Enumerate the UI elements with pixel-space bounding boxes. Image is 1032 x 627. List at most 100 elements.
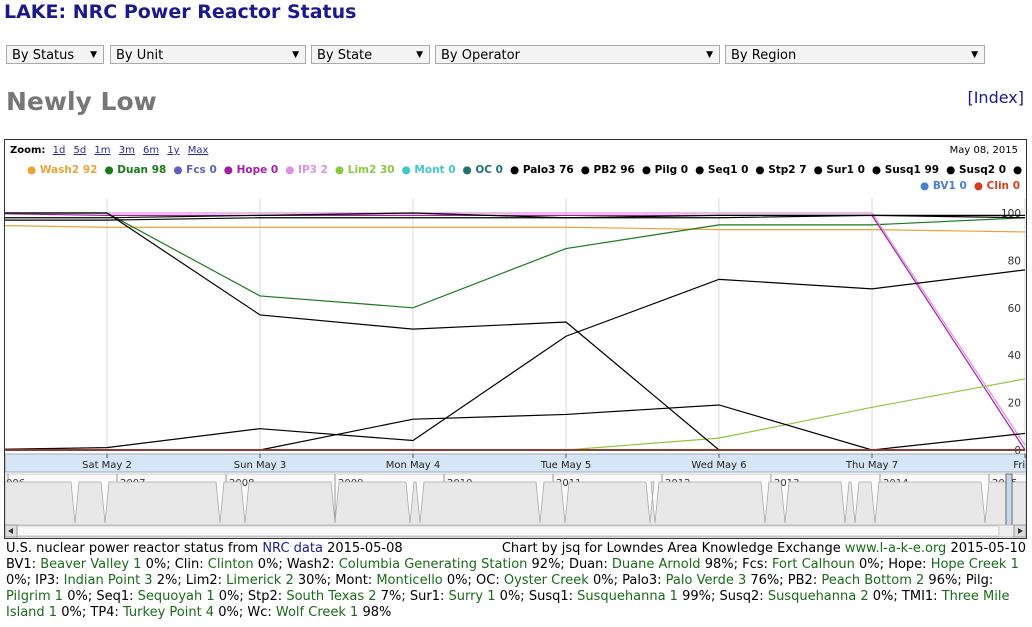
- series-line-ip3[interactable]: [5, 212, 1026, 446]
- unit-link[interactable]: Duane Arnold: [611, 557, 701, 572]
- unit-link[interactable]: Three Mile Island 1: [6, 589, 1010, 620]
- unit-link[interactable]: Fort Calhoun: [772, 557, 855, 572]
- legend-value: 99: [924, 164, 940, 176]
- navigator-year-label: 2008: [229, 478, 254, 489]
- unit-percent: 76%;: [746, 573, 788, 588]
- nrc-data-link[interactable]: NRC data: [262, 541, 323, 556]
- unit-link[interactable]: Susquehanna 1: [577, 589, 678, 604]
- bullet-icon: ●: [173, 164, 187, 176]
- unit-link[interactable]: Sequoyah 1: [137, 589, 215, 604]
- zoom-max[interactable]: Max: [187, 145, 209, 156]
- legend-label: Mont: [414, 164, 445, 176]
- unit-link[interactable]: Hope Creek 1: [930, 557, 1019, 572]
- unit-code: Wc:: [247, 605, 276, 620]
- y-tick-label: 20: [1008, 398, 1021, 410]
- series-line-pb2[interactable]: [5, 212, 720, 451]
- legend-value: 0: [741, 164, 749, 176]
- unit-link[interactable]: Columbia Generating Station: [338, 557, 528, 572]
- state-select[interactable]: By State ▼: [311, 45, 430, 64]
- bullet-icon: ●: [946, 164, 959, 176]
- unit-link[interactable]: Clinton: [207, 557, 254, 572]
- legend-label: Seq1: [707, 164, 738, 176]
- unit-link[interactable]: Monticello: [376, 573, 443, 588]
- legend-label: IP3: [298, 164, 317, 176]
- legend-item-hope[interactable]: ● Hope 0: [224, 164, 278, 176]
- unit-link[interactable]: Palo Verde 3: [665, 573, 747, 588]
- unit-code: TP4:: [90, 605, 123, 620]
- unit-link[interactable]: South Texas 2: [286, 589, 377, 604]
- unit-link[interactable]: Pilgrim 1: [6, 589, 64, 604]
- legend-value: 0: [1012, 180, 1020, 192]
- unit-link[interactable]: Wolf Creek 1: [275, 605, 359, 620]
- scrollbar-thumb[interactable]: [16, 525, 1000, 537]
- series-line-palo3[interactable]: [5, 269, 1026, 450]
- operator-select[interactable]: By Operator ▼: [435, 45, 720, 64]
- legend-item-susq2[interactable]: ● Susq2 0: [946, 164, 1006, 176]
- chevron-down-icon: ▼: [90, 50, 97, 60]
- unit-percent: 0%;: [141, 557, 175, 572]
- legend-item-fcs[interactable]: ● Fcs 0: [173, 164, 216, 176]
- unit-code: BV1:: [6, 557, 41, 572]
- chevron-left-icon: [8, 528, 13, 534]
- unit-entry: Palo3: Palo Verde 3 76%;: [622, 573, 788, 588]
- legend-label: OC: [475, 164, 493, 176]
- zoom-1d[interactable]: 1d: [52, 145, 66, 156]
- legend-item-palo3[interactable]: ● Palo3 76: [510, 164, 574, 176]
- navigator-year-label: 2013: [774, 478, 799, 489]
- lake-link[interactable]: www.l-a-k-e.org: [844, 541, 947, 556]
- unit-link[interactable]: Oyster Creek: [503, 573, 589, 588]
- legend-item-duan[interactable]: ● Duan 98: [104, 164, 166, 176]
- zoom-3m[interactable]: 3m: [118, 145, 135, 156]
- x-tick-label: Sat May 2: [82, 460, 132, 471]
- unit-link[interactable]: Indian Point 3: [63, 573, 153, 588]
- unit-percent: 0%;: [495, 589, 529, 604]
- index-link[interactable]: Index: [973, 88, 1018, 107]
- status-select[interactable]: By Status ▼: [6, 45, 104, 64]
- zoom-5d[interactable]: 5d: [73, 145, 87, 156]
- legend-item-seq1[interactable]: ● Seq1 0: [695, 164, 748, 176]
- zoom-1y[interactable]: 1y: [167, 145, 180, 156]
- unit-link[interactable]: Beaver Valley 1: [40, 557, 142, 572]
- legend-item-susq1[interactable]: ● Susq1 99: [872, 164, 939, 176]
- unit-link[interactable]: Surry 1: [448, 589, 496, 604]
- unit-entry: TMI1: Three Mile Island 1 0%;: [6, 589, 1010, 620]
- legend-item-mont[interactable]: ● Mont 0: [402, 164, 456, 176]
- series-line-duan[interactable]: [5, 212, 1026, 309]
- legend-item-tmi1[interactable]: ● TMI1 0: [1013, 164, 1026, 176]
- footer-credit: Chart by jsq for Lowndes Area Knowledge …: [502, 541, 1026, 557]
- navigator-handle[interactable]: [1005, 473, 1013, 526]
- unit-code: Sur1:: [409, 589, 449, 604]
- legend-item-pb2[interactable]: ● PB2 96: [581, 164, 635, 176]
- unit-percent: 2%;: [152, 573, 186, 588]
- legend-value: 98: [151, 164, 167, 176]
- legend-item-ip3[interactable]: ● IP3 2: [285, 164, 328, 176]
- legend-item-wash2[interactable]: ● Wash2 92: [27, 164, 97, 176]
- legend-item-pilg[interactable]: ● Pilg 0: [642, 164, 688, 176]
- unit-select[interactable]: By Unit ▼: [110, 45, 306, 64]
- legend-value: 92: [82, 164, 98, 176]
- unit-link[interactable]: Susquehanna 2: [767, 589, 869, 604]
- x-tick-label: Wed May 6: [691, 460, 746, 471]
- legend-item-oc[interactable]: ● OC 0: [463, 164, 503, 176]
- legend-label: Susq2: [958, 164, 996, 176]
- series-line-stp2[interactable]: [259, 404, 1026, 451]
- navigator-area: [5, 481, 1026, 526]
- zoom-6m[interactable]: 6m: [143, 145, 160, 156]
- unit-link[interactable]: Peach Bottom 2: [821, 573, 925, 588]
- region-select[interactable]: By Region ▼: [725, 45, 985, 64]
- legend-item-lim2[interactable]: ● Lim2 30: [335, 164, 395, 176]
- series-line-wc[interactable]: [5, 214, 1026, 221]
- unit-link[interactable]: Turkey Point 4: [122, 605, 215, 620]
- unit-link[interactable]: Limerick 2: [226, 573, 294, 588]
- bullet-icon: ●: [462, 164, 476, 176]
- legend-item-clin[interactable]: ● Clin 0: [974, 180, 1020, 192]
- unit-code: PB2:: [787, 573, 822, 588]
- footer: U.S. nuclear power reactor status from N…: [6, 541, 1026, 621]
- legend-item-stp2[interactable]: ● Stp2 7: [755, 164, 806, 176]
- zoom-1m[interactable]: 1m: [94, 145, 111, 156]
- unit-percent: 0%;: [214, 589, 248, 604]
- series-line-lim2[interactable]: [565, 378, 1026, 451]
- legend-item-sur1[interactable]: ● Sur1 0: [814, 164, 865, 176]
- legend-item-bv1[interactable]: ● BV1 0: [920, 180, 967, 192]
